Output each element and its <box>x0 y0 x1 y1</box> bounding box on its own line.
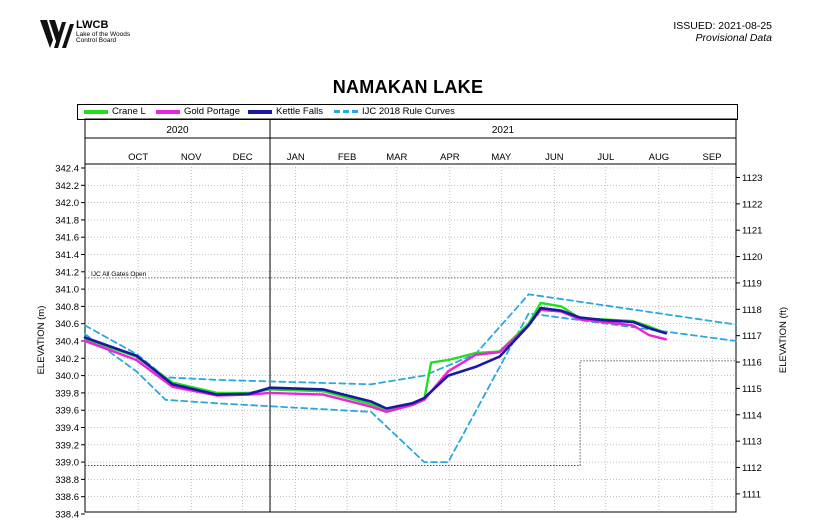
month-label-feb: FEB <box>338 152 356 163</box>
y-right-tick-label: 1117 <box>742 331 762 342</box>
y-left-tick-label: 341.4 <box>55 250 79 261</box>
y-left-tick-label: 339.4 <box>55 423 79 434</box>
y-left-tick-label: 339.6 <box>55 406 79 417</box>
month-label-sep: SEP <box>703 152 722 163</box>
legend-swatch-ijc-rule-curves <box>334 110 358 113</box>
minimum-level-step-line <box>85 360 736 466</box>
y-right-tick-label: 1122 <box>742 199 762 210</box>
legend-swatch-crane <box>84 110 108 114</box>
y-left-tick-label: 339.2 <box>55 440 79 451</box>
y-axis-label-left: ELEVATION (m) <box>36 306 47 375</box>
issued-date: ISSUED: 2021-08-25 <box>673 20 772 32</box>
y-right-tick-label: 1112 <box>742 463 762 474</box>
y-right-tick-label: 1118 <box>742 305 762 316</box>
y-left-tick-label: 340.6 <box>55 319 79 330</box>
year-label-2020: 2020 <box>166 125 189 136</box>
y-left-tick-label: 341.6 <box>55 233 79 244</box>
y-axis-label-right: ELEVATION (ft) <box>778 307 789 373</box>
y-left-tick-label: 340.2 <box>55 354 79 365</box>
y-left-tick-label: 342.2 <box>55 181 79 192</box>
provisional-note: Provisional Data <box>695 32 772 44</box>
y-right-tick-label: 1116 <box>742 358 762 369</box>
y-right-tick-label: 1113 <box>742 437 762 448</box>
y-right-tick-label: 1115 <box>742 384 762 395</box>
series-line-ijc-2018-rule-curves-1 <box>84 293 737 386</box>
issued-info: ISSUED: 2021-08-25 Provisional Data <box>673 20 772 44</box>
logo-name-line1: Lake of the Woods <box>76 31 131 38</box>
y-left-tick-label: 341.8 <box>55 215 79 226</box>
month-label-oct: OCT <box>128 152 148 163</box>
chart-title: NAMAKAN LAKE <box>332 77 484 97</box>
y-right-tick-label: 1121 <box>742 226 762 237</box>
month-label-jul: JUL <box>597 152 614 163</box>
y-left-tick-label: 338.6 <box>55 492 79 503</box>
legend-label-crane: Crane L <box>112 106 146 117</box>
y-left-tick-label: 342.0 <box>55 198 79 209</box>
lwcb-logo-icon <box>40 20 74 48</box>
y-right-tick-label: 1123 <box>742 173 762 184</box>
month-label-dec: DEC <box>233 152 253 163</box>
y-left-tick-label: 340.0 <box>55 371 79 382</box>
legend-label-gold-portage: Gold Portage <box>184 106 240 117</box>
y-left-tick-label: 339.8 <box>55 388 79 399</box>
month-label-mar: MAR <box>386 152 407 163</box>
logo-abbreviation: LWCB <box>76 19 109 31</box>
y-left-tick-label: 340.4 <box>55 337 79 348</box>
year-label-2021: 2021 <box>492 125 515 136</box>
y-left-tick-label: 341.2 <box>55 267 79 278</box>
y-left-tick-label: 342.4 <box>55 164 79 175</box>
lwcb-logo: LWCB Lake of the Woods Control Board <box>40 18 160 52</box>
month-label-jan: JAN <box>287 152 305 163</box>
series-line-kettle-falls <box>83 306 668 410</box>
y-left-tick-label: 338.8 <box>55 475 79 486</box>
chart-frame <box>84 118 737 513</box>
series-line-gold-portage <box>83 308 667 414</box>
y-left-tick-label: 338.4 <box>55 510 79 521</box>
y-left-tick-label: 341.0 <box>55 285 79 296</box>
y-left-tick-label: 340.8 <box>55 302 79 313</box>
y-left-tick-label: 339.0 <box>55 458 79 469</box>
y-right-tick-label: 1114 <box>742 410 762 421</box>
series-line-ijc-2018-rule-curves-2 <box>84 312 737 464</box>
y-right-tick-label: 1111 <box>742 489 761 500</box>
month-label-aug: AUG <box>649 152 670 163</box>
month-label-nov: NOV <box>181 152 202 163</box>
logo-name-line2: Control Board <box>76 37 117 44</box>
month-label-may: MAY <box>491 152 512 163</box>
legend-label-kettle-falls: Kettle Falls <box>276 106 323 117</box>
legend-swatch-kettle-falls <box>248 110 272 114</box>
month-label-apr: APR <box>440 152 460 163</box>
all-gates-open-annotation: IJC All Gates Open <box>91 271 147 278</box>
legend-swatch-gold-portage <box>156 110 180 114</box>
legend-label-ijc-rule-curves: IJC 2018 Rule Curves <box>362 106 455 117</box>
month-label-jun: JUN <box>545 152 564 163</box>
y-right-tick-label: 1120 <box>742 252 762 263</box>
y-right-tick-label: 1119 <box>742 278 762 289</box>
